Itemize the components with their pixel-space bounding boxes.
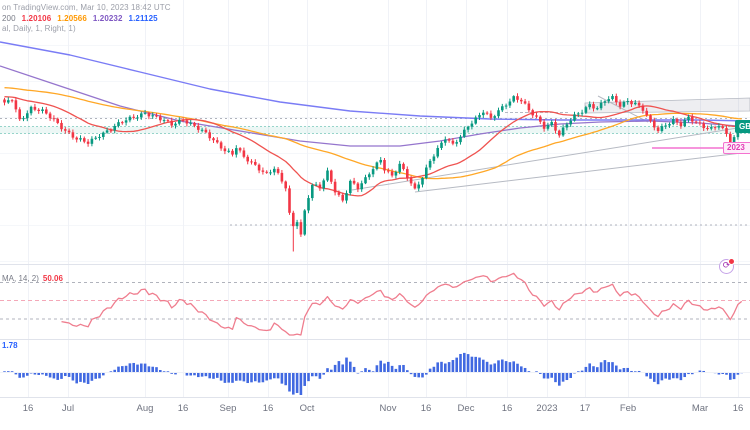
time-axis[interactable]: 16 Jul Aug 16 Sep 16 Oct Nov 16 Dec 16 2023 17 Feb Mar… xyxy=(0,399,750,430)
time-axis-label: Dec xyxy=(457,403,475,414)
ma-value: 1.20232 xyxy=(92,14,123,23)
momentum-value: 1.78 xyxy=(2,341,18,350)
time-axis-label: 16 xyxy=(732,403,744,414)
time-axis-label: 16 xyxy=(420,403,432,414)
time-axis-label: 16 xyxy=(501,403,513,414)
time-axis-label: Aug xyxy=(136,403,154,414)
ma-value: 1.20566 xyxy=(57,14,87,23)
time-axis-label: 16 xyxy=(262,403,274,414)
rsi-name: MA, 14, 2) xyxy=(2,274,39,283)
time-axis-label: Sep xyxy=(219,403,237,414)
time-axis-label: Jul xyxy=(61,403,75,414)
ma-legend-prefix: 200 xyxy=(2,14,16,23)
current-price-label: GB xyxy=(735,120,750,133)
time-axis-label: Mar xyxy=(691,403,709,414)
time-axis-label: Oct xyxy=(299,403,315,414)
indicator-alert-button[interactable]: ⟳ xyxy=(719,258,735,274)
ma-legend-values: 1.20106 1.20566 1.20232 1.21125 xyxy=(22,14,164,23)
symbol-settings-label: al, Daily, 1, Right, 1) xyxy=(2,24,76,33)
pink-level-label: 2023 xyxy=(723,142,750,154)
ma-value: 1.20106 xyxy=(21,14,52,23)
ma-legend: 200 1.20106 1.20566 1.20232 1.21125 xyxy=(2,14,170,23)
ma-value: 1.21125 xyxy=(128,14,158,23)
rsi-value: 50.06 xyxy=(42,274,63,283)
time-axis-label: Nov xyxy=(379,403,397,414)
time-axis-label: 17 xyxy=(579,403,591,414)
refresh-icon: ⟳ xyxy=(722,260,731,270)
time-axis-label: Feb xyxy=(619,403,637,414)
time-axis-label: 2023 xyxy=(536,403,558,414)
watermark-attribution: on TradingView.com, Mar 10, 2023 18:42 U… xyxy=(2,3,171,12)
momentum-indicator-label[interactable]: 1.78 xyxy=(2,341,18,350)
time-axis-label: 16 xyxy=(22,403,34,414)
alert-dot-icon xyxy=(728,258,735,265)
time-axis-label: 16 xyxy=(177,403,189,414)
rsi-indicator-label[interactable]: MA, 14, 2) 50.06 xyxy=(2,274,63,283)
